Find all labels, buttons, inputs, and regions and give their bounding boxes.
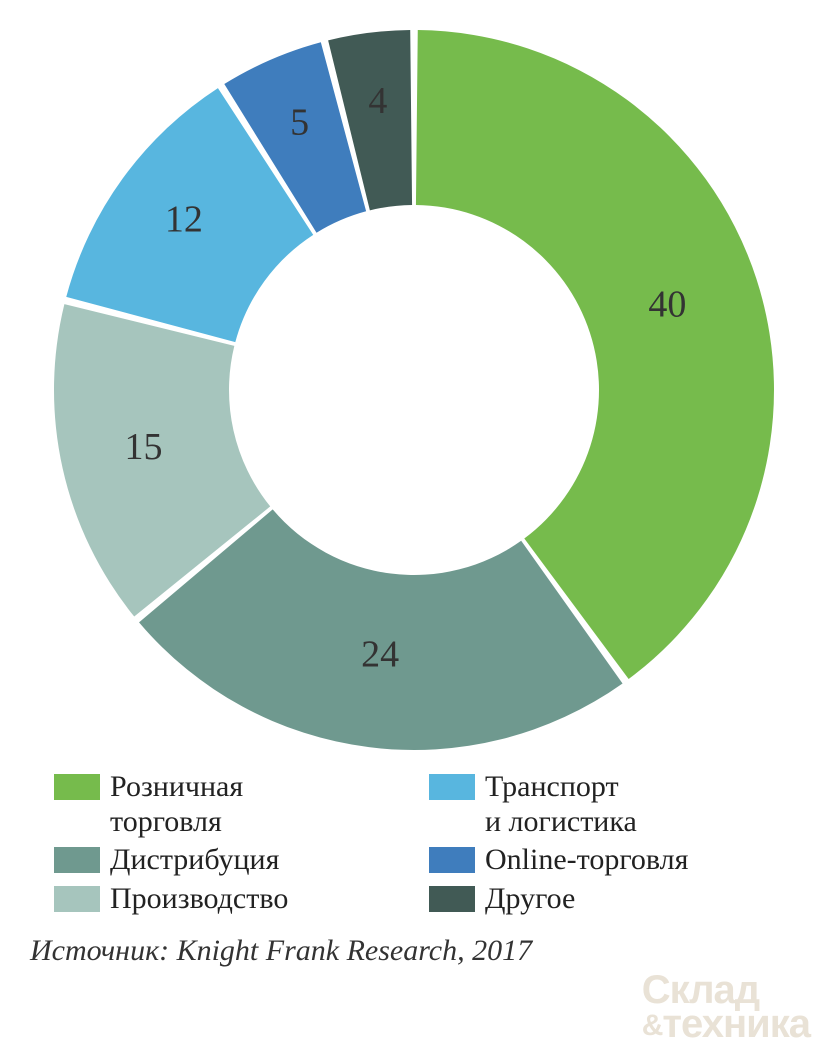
legend-label: Розничная торговля: [110, 770, 243, 839]
slice-value-label: 15: [124, 426, 162, 468]
legend-item: Производство: [54, 882, 409, 917]
slice-value-label: 5: [290, 101, 309, 143]
slice-value-label: 24: [361, 634, 399, 676]
legend-swatch: [429, 774, 475, 800]
legend-swatch: [429, 847, 475, 873]
slice-value-label: 40: [648, 283, 686, 325]
legend: Розничная торговля Транспорт и логистика Д…: [24, 770, 804, 916]
chart-container: 40 24 15 12 5 4 Розничная торговля Транспорт и…: [0, 0, 828, 1053]
legend-label: Дистрибуция: [110, 843, 279, 878]
legend-swatch: [54, 886, 100, 912]
legend-item: Транспорт и логистика: [429, 770, 784, 839]
legend-swatch: [54, 774, 100, 800]
legend-label: Производство: [110, 882, 288, 917]
watermark: Склад &техника: [642, 973, 810, 1041]
source-line: Источник: Knight Frank Research, 2017: [0, 916, 828, 968]
slice-value-label: 12: [165, 199, 203, 241]
legend-item: Другое: [429, 882, 784, 917]
legend-label: Транспорт и логистика: [485, 770, 637, 839]
watermark-line2: &техника: [642, 1007, 810, 1041]
donut-chart: 40 24 15 12 5 4: [34, 0, 794, 770]
legend-item: Розничная торговля: [54, 770, 409, 839]
legend-item: Online-торговля: [429, 843, 784, 878]
legend-swatch: [429, 886, 475, 912]
legend-item: Дистрибуция: [54, 843, 409, 878]
legend-swatch: [54, 847, 100, 873]
legend-label: Online-торговля: [485, 843, 688, 878]
slice-value-label: 4: [368, 80, 387, 122]
legend-label: Другое: [485, 882, 575, 917]
